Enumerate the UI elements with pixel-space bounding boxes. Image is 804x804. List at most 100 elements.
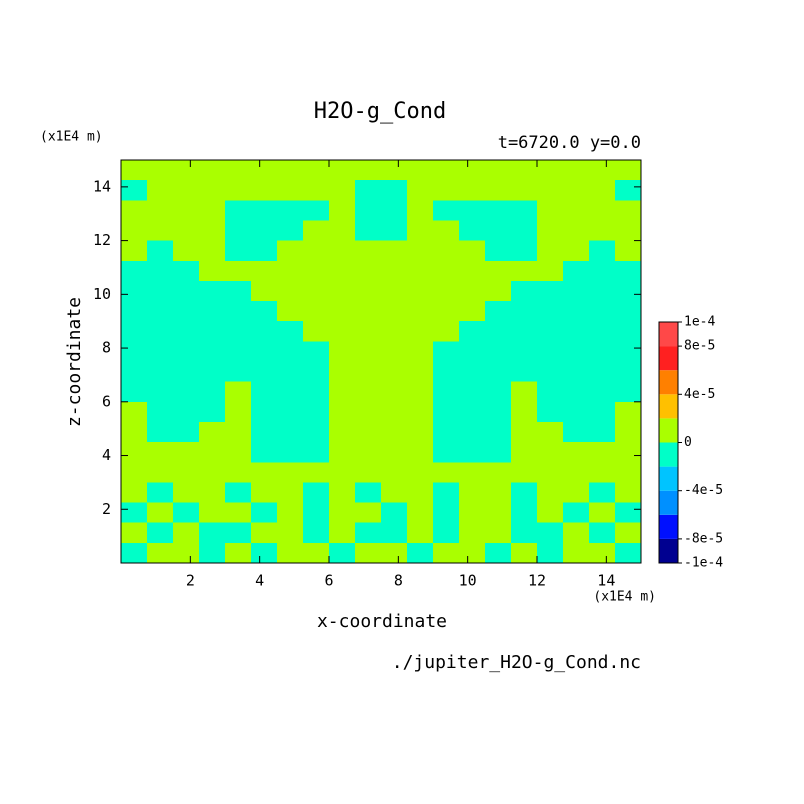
contour-cell	[511, 522, 538, 544]
contour-cell	[459, 321, 486, 342]
field	[121, 160, 642, 564]
contour-cell	[277, 522, 304, 544]
contour-cell	[303, 240, 330, 262]
contour-cell	[199, 442, 226, 463]
contour-cell	[225, 542, 252, 564]
contour-cell	[173, 240, 200, 262]
contour-cell	[511, 542, 538, 564]
contour-cell	[537, 301, 564, 322]
contour-cell	[277, 240, 304, 262]
contour-cell	[225, 361, 252, 383]
contour-cell	[147, 180, 174, 201]
contour-cell	[121, 341, 148, 362]
colorbar-band	[659, 442, 678, 467]
contour-cell	[511, 341, 538, 362]
contour-cell	[615, 240, 642, 262]
contour-cell	[199, 301, 226, 322]
contour-cell	[173, 341, 200, 362]
contour-cell	[537, 401, 564, 423]
contour-cell	[225, 321, 252, 342]
colorbar-tick-label: -1e-4	[684, 556, 723, 571]
contour-cell	[225, 502, 252, 524]
contour-cell	[433, 180, 460, 201]
contour-cell	[563, 180, 590, 201]
contour-cell	[381, 180, 408, 201]
contour-cell	[537, 260, 564, 282]
contour-cell	[511, 280, 538, 302]
contour-cell	[407, 160, 434, 181]
contour-cell	[147, 542, 174, 564]
contour-cell	[303, 401, 330, 423]
contour-cell	[537, 522, 564, 544]
contour-cell	[303, 301, 330, 322]
contour-cell	[563, 421, 590, 443]
contour-cell	[433, 341, 460, 362]
contour-cell	[615, 462, 642, 483]
contour-cell	[563, 341, 590, 362]
contour-cell	[277, 321, 304, 342]
contour-cell	[485, 321, 512, 342]
contour-cell	[485, 200, 512, 221]
contour-cell	[251, 260, 278, 282]
contour-cell	[537, 200, 564, 221]
contour-cell	[199, 462, 226, 483]
contour-cell	[537, 341, 564, 362]
contour-cell	[381, 220, 408, 242]
contour-cell	[173, 502, 200, 524]
contour-cell	[511, 301, 538, 322]
contour-cell	[459, 301, 486, 322]
x-tick-label: 8	[394, 572, 403, 590]
x-tick-label: 14	[597, 572, 615, 590]
contour-cell	[511, 260, 538, 282]
contour-cell	[563, 361, 590, 383]
contour-cell	[329, 381, 356, 403]
contour-cell	[407, 180, 434, 201]
contour-cell	[147, 160, 174, 181]
contour-cell	[355, 381, 382, 403]
contour-cell	[433, 462, 460, 483]
contour-cell	[355, 220, 382, 242]
contour-cell	[251, 401, 278, 423]
contour-cell	[563, 542, 590, 564]
contour-cell	[251, 421, 278, 443]
x-tick-label: 2	[186, 572, 195, 590]
contour-cell	[407, 542, 434, 564]
contour-cell	[355, 361, 382, 383]
contour-cell	[199, 522, 226, 544]
contour-cell	[615, 381, 642, 403]
contour-cell	[537, 482, 564, 504]
contour-cell	[277, 421, 304, 443]
contour-cell	[615, 542, 642, 564]
contour-cell	[303, 361, 330, 383]
contour-cell	[433, 240, 460, 262]
contour-cell	[225, 421, 252, 443]
contour-cell	[277, 220, 304, 242]
contour-cell	[459, 442, 486, 463]
contour-cell	[199, 260, 226, 282]
colorbar-tick-label: 4e-5	[684, 387, 715, 402]
contour-cell	[433, 442, 460, 463]
x-tick-label: 10	[459, 572, 477, 590]
contour-cell	[147, 301, 174, 322]
contour-cell	[173, 542, 200, 564]
contour-cell	[199, 180, 226, 201]
contour-cell	[329, 260, 356, 282]
contour-cell	[537, 180, 564, 201]
contour-cell	[459, 502, 486, 524]
colorbar-band	[659, 514, 678, 539]
contour-cell	[173, 321, 200, 342]
contour-cell	[199, 200, 226, 221]
contour-cell	[537, 502, 564, 524]
contour-cell	[615, 522, 642, 544]
contour-cell	[303, 180, 330, 201]
contour-cell	[589, 260, 616, 282]
contour-cell	[173, 200, 200, 221]
contour-cell	[199, 361, 226, 383]
contour-cell	[303, 280, 330, 302]
contour-cell	[381, 160, 408, 181]
contour-cell	[329, 522, 356, 544]
y-tick-label: 10	[93, 285, 111, 303]
colorbar-tick-label: 8e-5	[684, 339, 715, 354]
plot-frame	[120, 159, 642, 564]
contour-cell	[303, 160, 330, 181]
